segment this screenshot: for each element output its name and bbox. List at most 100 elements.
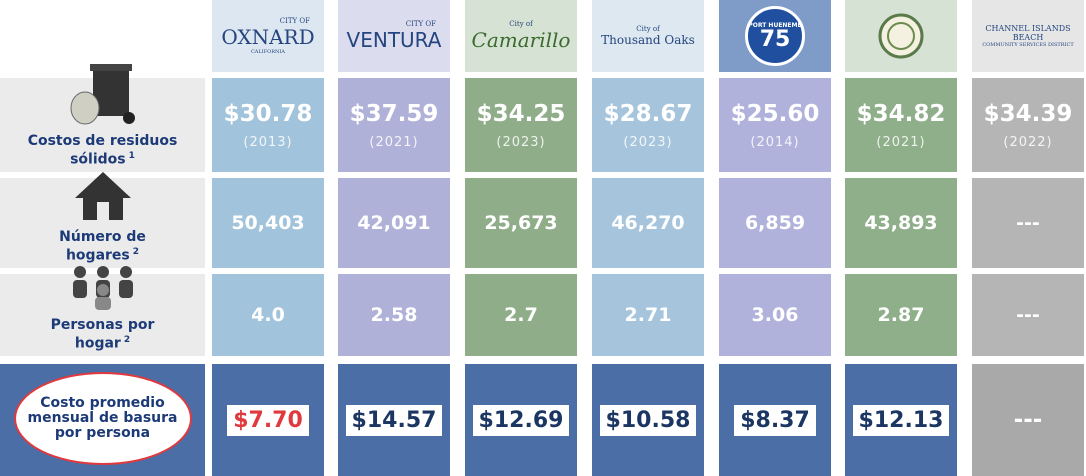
cell-value: 4.0 [251,304,285,326]
data-cell: $14.57 [338,364,450,476]
logo-cell [845,0,957,72]
data-cell: 2.71 [592,274,704,356]
label-main: Costos de residuos sólidos [27,133,178,168]
label-text: Costo promedio mensual de basura por per… [27,394,178,441]
data-cell: $10.58 [592,364,704,476]
cell-value: $30.78 [223,100,313,127]
label-note: 2 [123,335,131,346]
label-main: Personas por hogar [50,317,155,352]
logo-name: CHANNEL ISLANDS BEACH [985,24,1071,42]
data-cell: $7.70 [212,364,324,476]
data-cell: --- [972,178,1084,268]
cell-value: $34.82 [856,100,946,127]
logo-cell: CITY OF OXNARD CALIFORNIA [212,0,324,72]
label-note: 1 [128,151,135,162]
data-cell: $8.37 [719,364,831,476]
cell-year: (2013) [243,134,293,150]
cell-value: $34.25 [476,100,566,127]
data-cell: --- [972,364,1084,476]
data-cell: 2.58 [338,274,450,356]
cell-value: 43,893 [864,212,938,234]
cell-value: 2.58 [370,304,418,326]
cost-value: --- [1013,407,1043,433]
cost-value: $7.70 [227,404,309,436]
logo-small: PORT HUENEME [748,21,802,29]
data-cell: $34.39 (2022) [972,78,1084,172]
data-cell: $12.13 [845,364,957,476]
row-label: Personas por hogar 2 [0,266,205,356]
logo-small: City of [636,25,660,33]
cell-value: $34.39 [983,100,1073,127]
cell-year: (2014) [750,134,800,150]
data-cell: $37.59 (2021) [338,78,450,172]
cell-year: (2021) [369,134,419,150]
cell-value: 46,270 [611,212,685,234]
logo-name: Thousand Oaks [601,33,695,47]
data-cell: $28.67 (2023) [592,78,704,172]
label-text: Personas por hogar 2 [28,318,178,352]
logo-cell: PORT HUENEME 75 [719,0,831,72]
data-cell: 2.87 [845,274,957,356]
people-icon [72,266,133,311]
label-box: Costo promedio mensual de basura por per… [13,371,192,465]
row-label: Número de hogares 2 [0,172,205,268]
logo-cell: CITY OF VENTURA [338,0,450,72]
data-cell: $30.78 (2013) [212,78,324,172]
row-label: Costos de residuos sólidos 1 [0,64,205,172]
logo-name: VENTURA [346,28,442,52]
trash-icon [70,64,135,125]
data-cell: 43,893 [845,178,957,268]
logo-cell: City of Camarillo [465,0,577,72]
data-cell: $12.69 [465,364,577,476]
label-text: Costos de residuos sólidos 1 [28,134,178,168]
house-icon [74,172,131,221]
data-cell: 4.0 [212,274,324,356]
label-text: Número de hogares 2 [28,230,178,264]
row-icon [73,170,133,226]
data-cell: --- [972,274,1084,356]
cell-value: --- [1016,212,1040,234]
cell-value: $37.59 [349,100,439,127]
cell-value: 3.06 [751,304,799,326]
label-note: 2 [132,247,140,258]
data-cell: 2.7 [465,274,577,356]
logo-sub: COMMUNITY SERVICES DISTRICT [982,42,1074,48]
logo-cell: CHANNEL ISLANDS BEACH COMMUNITY SERVICES … [972,0,1084,72]
data-cell: $25.60 (2014) [719,78,831,172]
cell-year: (2022) [1003,134,1053,150]
row-icon [68,264,138,314]
data-cell: $34.25 (2023) [465,78,577,172]
cell-value: --- [1016,304,1040,326]
logo-small: CITY OF [405,20,436,28]
label-main: Número de hogares [59,229,146,264]
cell-year: (2023) [623,134,673,150]
cell-value: 42,091 [357,212,431,234]
data-cell: 6,859 [719,178,831,268]
logo-badge: PORT HUENEME 75 [745,6,805,66]
cell-year: (2023) [496,134,546,150]
cell-value: $25.60 [730,100,820,127]
cost-value: $10.58 [599,404,697,436]
cell-value: 2.7 [504,304,538,326]
cell-value: 6,859 [744,212,806,234]
cell-value: 25,673 [484,212,558,234]
data-cell: 42,091 [338,178,450,268]
data-cell: 25,673 [465,178,577,268]
cost-value: $12.13 [852,404,950,436]
logo-name: Camarillo [471,28,571,52]
cell-value: 2.87 [877,304,925,326]
row-icon [63,64,143,130]
cost-value: $14.57 [345,404,443,436]
cost-value: $8.37 [734,404,816,436]
logo-name: OXNARD [221,25,315,49]
cell-value: 50,403 [231,212,305,234]
row-label: Costo promedio mensual de basura por per… [0,364,205,476]
logo-cell: City of Thousand Oaks [592,0,704,72]
logo-sub: CALIFORNIA [250,49,286,55]
data-cell: 50,403 [212,178,324,268]
data-cell: 3.06 [719,274,831,356]
data-cell: 46,270 [592,178,704,268]
cell-year: (2021) [876,134,926,150]
data-cell: $34.82 (2021) [845,78,957,172]
